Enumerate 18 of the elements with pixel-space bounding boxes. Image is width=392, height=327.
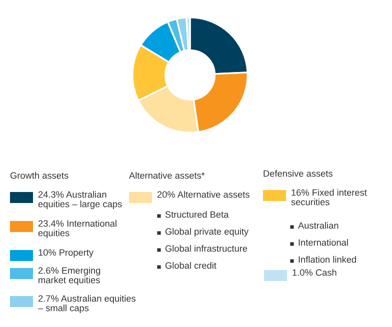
- legend-label: 10% Property: [38, 249, 94, 258]
- text: Global credit: [165, 262, 216, 269]
- legend-label: 1.0% Cash: [292, 269, 336, 276]
- text: Global private equity: [165, 228, 249, 237]
- legend-label: 24.3% Australian equities – large caps: [38, 191, 122, 210]
- text: International: [298, 239, 348, 246]
- text: Defensive assets: [264, 170, 332, 177]
- legend-label: 2.6% Emerging market equities: [38, 267, 100, 286]
- legend-label: 23.4% International equities: [38, 220, 116, 238]
- text: Global infrastructure: [165, 245, 248, 252]
- text: Australian: [298, 222, 338, 229]
- legend-label: 16% Fixed interest securities: [291, 189, 367, 206]
- legend-label: 2.7% Australian equities – small caps: [38, 295, 136, 314]
- text: Structured Beta: [165, 211, 229, 218]
- text: Growth assets: [10, 172, 68, 179]
- legend-label: 20% Alternative assets: [157, 191, 250, 198]
- text: Alternative assets*: [129, 172, 205, 179]
- text: Inflation linked: [298, 256, 356, 263]
